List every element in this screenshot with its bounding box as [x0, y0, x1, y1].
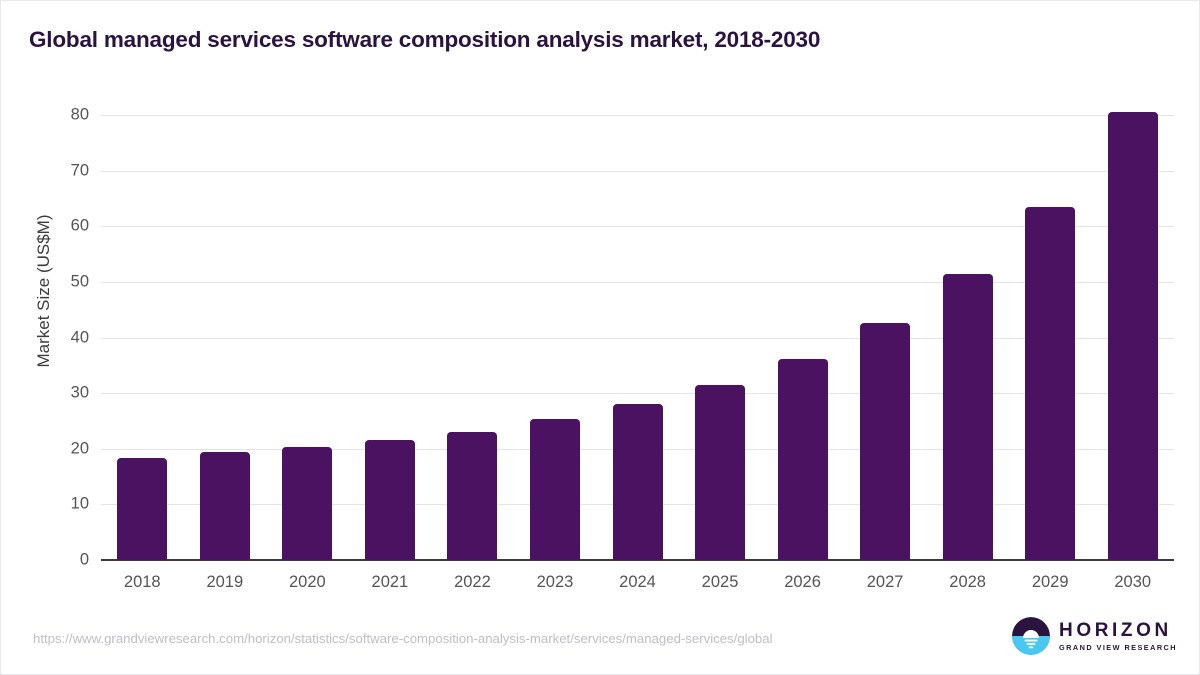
x-tick-label: 2019	[206, 573, 244, 591]
bar[interactable]	[612, 404, 663, 560]
y-tick-label: 30	[70, 383, 89, 402]
y-tick-label: 40	[70, 328, 89, 346]
logo-text: HORIZON GRAND VIEW RESEARCH	[1059, 621, 1177, 651]
x-tick-label: 2030	[1114, 573, 1152, 591]
y-tick-label: 20	[70, 439, 89, 458]
x-tick-label: 2021	[371, 573, 409, 591]
page-title: Global managed services software composi…	[29, 27, 821, 52]
gridline	[101, 170, 1174, 172]
x-tick-label: 2023	[536, 573, 574, 591]
y-axis-ticks: 0 10 20 30 40 50 60 70 80	[41, 1, 89, 674]
x-tick-label: 2018	[123, 573, 161, 591]
x-tick-label: 2020	[288, 573, 326, 591]
bar[interactable]	[695, 384, 746, 560]
x-tick-label: 2026	[784, 573, 821, 591]
x-tick-label: 2027	[866, 573, 904, 591]
y-tick-label: 60	[70, 216, 89, 235]
logo-tagline: GRAND VIEW RESEARCH	[1059, 642, 1177, 652]
bar[interactable]	[942, 274, 993, 560]
x-axis-line	[101, 559, 1174, 561]
gridline	[101, 226, 1174, 228]
bar[interactable]	[529, 419, 580, 560]
x-tick-label: 2022	[454, 573, 491, 591]
bar[interactable]	[447, 431, 498, 560]
bar[interactable]	[117, 457, 168, 560]
gridline	[101, 393, 1174, 395]
bar[interactable]	[777, 358, 828, 560]
bar[interactable]	[364, 440, 415, 560]
x-tick-label: 2024	[619, 573, 656, 591]
y-tick-label: 50	[70, 272, 89, 291]
horizon-logo: HORIZON GRAND VIEW RESEARCH	[1012, 615, 1177, 657]
x-tick-label: 2029	[1031, 573, 1069, 591]
horizon-logo-icon	[1012, 617, 1051, 655]
bar[interactable]	[860, 323, 911, 560]
y-tick-label: 0	[79, 550, 89, 569]
bar[interactable]	[282, 447, 333, 560]
bar[interactable]	[1025, 207, 1076, 560]
source-url[interactable]: https://www.grandviewresearch.com/horizo…	[33, 631, 773, 646]
horizon-circle-icon	[1012, 617, 1051, 655]
gridline	[101, 337, 1174, 339]
y-tick-label: 80	[70, 105, 89, 124]
x-tick-label: 2025	[701, 573, 739, 591]
logo-wordmark: HORIZON	[1059, 619, 1172, 641]
bar[interactable]	[199, 451, 250, 560]
y-tick-label: 10	[70, 494, 89, 513]
y-tick-label: 70	[70, 161, 89, 180]
gridline	[101, 281, 1174, 283]
gridline	[101, 115, 1174, 116]
x-tick-label: 2028	[949, 573, 986, 591]
bar[interactable]	[1107, 112, 1158, 560]
